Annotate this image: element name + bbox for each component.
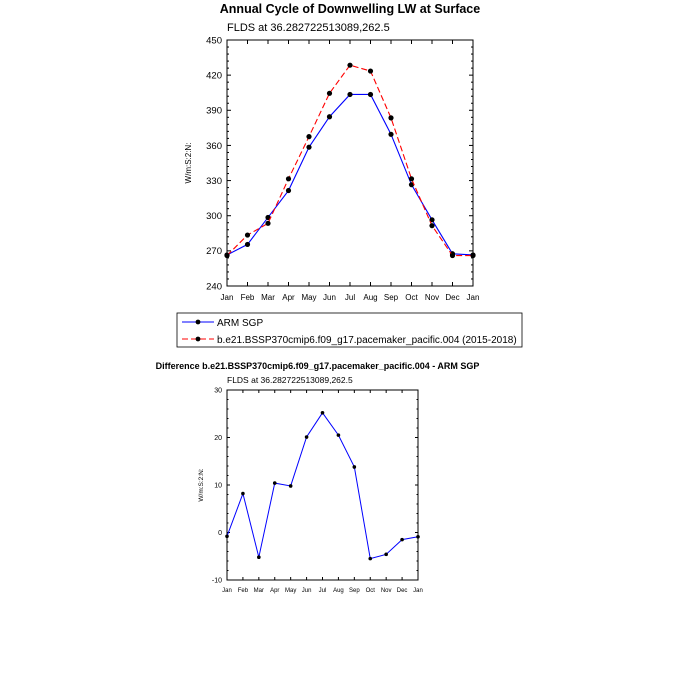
data-point [384,552,388,557]
chart-title: Annual Cycle of Downwelling LW at Surfac… [220,2,480,16]
data-point [326,90,333,96]
data-point [470,252,476,259]
x-tick-label: May [301,293,316,302]
y-tick-label: 0 [218,530,222,537]
data-point [429,223,435,229]
data-point [367,91,374,98]
data-point [408,182,415,188]
x-tick-label: Aug [363,293,377,302]
data-point [285,187,292,194]
legend-marker [195,336,201,342]
y-tick-label: 330 [206,176,222,187]
data-point [326,114,333,120]
plot-frame [226,39,474,287]
x-tick-label: Jun [302,588,312,594]
data-point [306,134,312,140]
chart-1: Annual Cycle of Downwelling LW at Surfac… [176,2,523,348]
x-tick-label: Aug [333,588,344,594]
y-tick-label: 30 [214,387,222,394]
chart-2: Difference b.e21.BSSP370cmip6.f09_g17.pa… [156,361,480,594]
data-point [257,555,261,559]
data-point [224,252,230,259]
y-tick-label: 420 [206,70,222,81]
y-tick-label: 450 [206,35,222,46]
x-tick-label: Nov [425,293,439,302]
x-tick-label: Jan [467,293,480,302]
data-point [352,465,357,469]
data-point [288,484,293,488]
y-tick-label: 20 [214,435,222,442]
legend-marker [195,319,201,325]
data-point [336,433,341,437]
chart-subtitle: FLDS at 36.282722513089,262.5 [227,375,353,385]
legend-label: b.e21.BSSP370cmip6.f09_g17.pacemaker_pac… [217,335,517,346]
data-point [347,91,353,98]
x-tick-label: Apr [270,588,279,594]
y-tick-label: -10 [212,577,222,584]
x-tick-label: Jan [413,588,423,594]
data-point [320,411,325,415]
data-point [388,131,394,137]
data-point [306,144,312,150]
data-point [241,491,245,496]
series-line-1 [226,411,419,560]
y-tick-label: 300 [206,211,222,222]
data-point [368,556,373,561]
x-tick-label: Oct [405,293,418,302]
data-point [265,220,271,226]
legend-box [176,312,523,348]
data-point [416,534,420,539]
data-point [367,68,374,74]
legend-label: ARM SGP [217,318,263,329]
x-tick-label: Jan [222,588,232,594]
x-tick-label: May [285,588,296,594]
data-point [408,176,415,182]
data-point [244,232,251,238]
x-tick-label: Oct [366,588,376,594]
data-point [272,481,277,485]
data-point [244,241,251,248]
y-axis-label: W/m:S:2:N: [184,143,193,184]
chart-title: Difference b.e21.BSSP370cmip6.f09_g17.pa… [156,361,480,371]
data-point [225,534,229,539]
data-point [429,217,435,223]
x-tick-label: Mar [261,293,275,302]
data-point [400,537,404,542]
x-tick-label: Jan [221,293,234,302]
x-tick-label: Apr [282,293,295,302]
x-tick-label: Feb [241,293,255,302]
y-axis-label: W/m:S:2:N: [198,468,205,501]
x-tick-label: Jul [345,293,355,302]
x-tick-label: Feb [238,588,249,594]
data-point [347,62,353,68]
data-point [449,252,456,259]
x-tick-label: Jul [319,588,327,594]
y-tick-label: 270 [206,246,222,257]
data-point [285,176,292,182]
x-tick-label: Sep [384,293,399,302]
x-tick-label: Nov [381,588,392,594]
x-tick-label: Dec [445,293,459,302]
x-tick-label: Mar [254,588,264,594]
x-tick-label: Dec [397,588,408,594]
x-tick-label: Jun [323,293,336,302]
x-tick-label: Sep [349,588,360,594]
y-tick-label: 390 [206,106,222,117]
chart-subtitle: FLDS at 36.282722513089,262.5 [227,22,390,34]
data-point [265,214,271,221]
data-point [388,115,394,121]
data-point [304,435,309,439]
y-tick-label: 10 [214,482,222,489]
y-tick-label: 360 [206,141,222,152]
y-tick-label: 240 [206,281,222,292]
